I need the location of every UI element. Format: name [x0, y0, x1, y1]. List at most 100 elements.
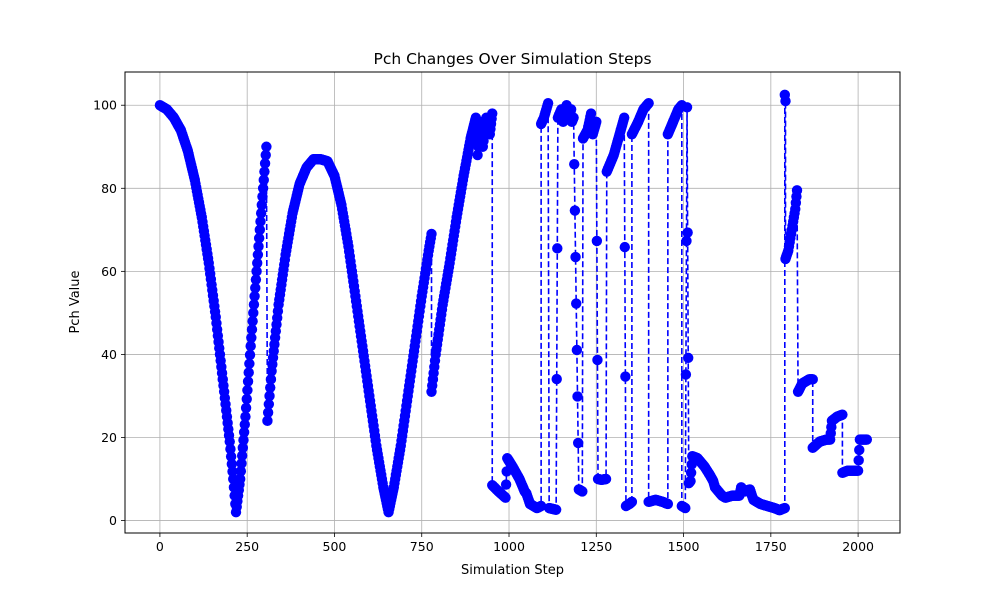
data-point: [854, 444, 865, 456]
data-point: [257, 191, 268, 202]
data-point: [570, 251, 581, 263]
data-point: [242, 376, 254, 387]
data-point: [247, 315, 258, 327]
data-point: [246, 324, 258, 335]
data-point: [238, 434, 249, 446]
data-point: [264, 390, 275, 402]
data-point: [246, 332, 257, 343]
data-point: [254, 224, 266, 236]
data-point: [262, 407, 274, 418]
data-point: [262, 415, 273, 427]
data-point: [245, 340, 256, 352]
data-point: [256, 199, 267, 211]
data-point: [250, 274, 262, 285]
data-point: [236, 450, 248, 461]
data-point: [472, 149, 483, 161]
data-point: [240, 402, 252, 414]
data-point: [685, 475, 696, 487]
data-point: [591, 235, 603, 247]
data-point: [542, 97, 554, 109]
x-tick-label: 750: [410, 539, 434, 554]
x-tick-label: 2000: [842, 539, 874, 554]
data-point: [780, 95, 791, 107]
data-point: [852, 465, 864, 476]
data-point: [250, 282, 261, 294]
data-point: [239, 419, 250, 430]
data-point: [243, 367, 254, 378]
data-point: [791, 185, 803, 196]
data-point: [253, 241, 264, 252]
data-point: [683, 352, 694, 364]
data-point: [680, 369, 692, 380]
data-point: [572, 391, 583, 402]
data-point: [550, 504, 562, 515]
data-point: [261, 141, 272, 152]
data-point: [237, 442, 249, 454]
y-axis-label: Pch Value: [68, 270, 83, 333]
data-point: [265, 374, 277, 385]
data-point: [238, 427, 250, 438]
data-point: [251, 266, 262, 277]
data-point: [685, 467, 697, 478]
data-point: [259, 166, 270, 177]
y-tick-label: 20: [101, 430, 117, 445]
data-point: [235, 466, 247, 477]
data-point: [577, 486, 588, 497]
data-point: [682, 227, 693, 238]
data-point: [853, 455, 864, 466]
data-point: [225, 443, 236, 455]
data-point: [263, 399, 275, 410]
data-point: [681, 235, 692, 247]
data-point: [241, 393, 252, 405]
y-tick-label: 0: [109, 513, 117, 528]
data-point: [235, 473, 246, 485]
plot-frame: [124, 71, 901, 534]
data-point: [571, 298, 582, 309]
data-point: [255, 208, 267, 219]
data-point: [680, 502, 691, 514]
data-point: [568, 112, 579, 123]
data-point: [500, 479, 512, 490]
data-point: [571, 344, 583, 356]
data-point: [226, 458, 238, 470]
data-point: [551, 373, 562, 385]
x-axis-ticks: 0 250 500 750 1000 1250 1500 1750 2000: [156, 533, 874, 554]
data-point: [252, 257, 263, 269]
data-point: [249, 291, 260, 302]
data-point: [807, 374, 818, 385]
x-tick-label: 1500: [668, 539, 700, 554]
data-point: [258, 174, 269, 186]
data-point: [535, 500, 547, 512]
data-point: [225, 451, 237, 462]
data-point: [255, 216, 266, 227]
data-point: [552, 243, 563, 254]
data-point: [591, 116, 602, 128]
data-point: [643, 97, 654, 109]
data-point: [248, 307, 259, 319]
x-tick-label: 0: [156, 539, 164, 554]
y-tick-label: 60: [101, 264, 117, 279]
data-point: [837, 409, 848, 420]
data-point: [600, 473, 612, 485]
data-point: [260, 149, 271, 161]
data-point: [426, 228, 437, 240]
data-point: [861, 434, 873, 445]
data-point: [244, 349, 256, 361]
data-point: [224, 436, 235, 447]
data-point: [265, 382, 276, 393]
x-axis-label: Simulation Step: [461, 563, 564, 578]
data-point: [500, 492, 511, 503]
data-point: [253, 232, 265, 244]
data-point: [236, 458, 247, 469]
data-point: [242, 385, 253, 396]
data-point: [565, 104, 577, 115]
data-point: [619, 112, 630, 123]
data-point: [252, 249, 264, 260]
data-point: [244, 358, 255, 369]
x-tick-label: 1000: [493, 539, 525, 554]
x-tick-label: 1750: [755, 539, 787, 554]
data-point: [681, 102, 693, 113]
data-point: [240, 411, 251, 422]
data-point: [227, 466, 238, 477]
